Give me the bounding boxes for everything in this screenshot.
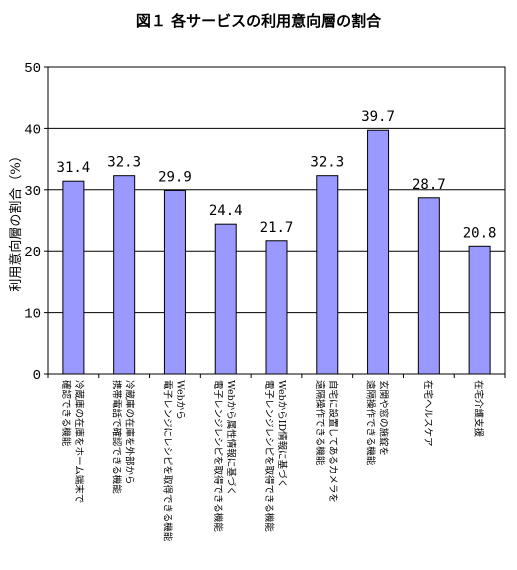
data-label: 28.7 <box>412 177 446 193</box>
category-label-line: WebからID情報に基づく <box>276 380 288 488</box>
category-label-line: 確認できる機能 <box>60 380 72 447</box>
category-label-line: 冷蔵庫の在庫を外部から <box>124 380 136 485</box>
category-label-line: 自宅に設置してあるカメラを <box>327 380 339 503</box>
category-label-line: 遠隔操作できる機能 <box>314 380 326 466</box>
bar <box>316 175 339 375</box>
chart-title: 図１ 各サービスの利用意向層の割合 <box>135 12 382 30</box>
category-label-line: 携帯電話で確認できる機能 <box>111 380 123 494</box>
bar <box>113 175 136 375</box>
category-label-line: 電子レンジにレシピを取得できる機能 <box>161 380 173 542</box>
bar <box>468 245 491 375</box>
category-label-line: Webから属性情報に基づく <box>225 380 237 496</box>
category-label-line: 在宅ヘルスケア <box>422 380 434 447</box>
data-label: 29.9 <box>158 169 192 185</box>
category-label-line: 玄関や窓の施錠を <box>378 380 390 456</box>
data-label: 21.7 <box>260 220 294 236</box>
y-tick-label: 0 <box>33 368 41 384</box>
data-label: 24.4 <box>209 203 243 219</box>
y-tick-label: 20 <box>24 245 41 261</box>
data-label: 39.7 <box>361 109 395 125</box>
category-label-line: 遠隔操作できる機能 <box>365 380 377 466</box>
category-label: 在宅介護支援 <box>473 380 485 438</box>
y-tick-label: 30 <box>24 184 41 200</box>
data-label: 32.3 <box>310 155 344 171</box>
bar <box>214 223 237 375</box>
category-label: 在宅ヘルスケア <box>422 380 434 447</box>
category-label-line: 在宅介護支援 <box>473 380 485 438</box>
data-label: 31.4 <box>57 160 91 176</box>
bar <box>265 240 288 375</box>
category-label-line: Webから <box>174 380 185 420</box>
data-label: 32.3 <box>107 155 141 171</box>
y-tick-label: 10 <box>24 307 41 323</box>
y-tick-label: 50 <box>24 61 41 77</box>
bar <box>417 197 440 375</box>
category-label-line: 電子レンジレシピを取得できる機能 <box>263 380 275 532</box>
category-label-line: 電子レンジレシピを取得できる機能 <box>212 380 224 532</box>
bar <box>163 189 186 375</box>
category-label-line: 冷蔵庫の在庫をホーム端末で <box>73 380 85 503</box>
y-tick-label: 40 <box>24 122 41 138</box>
data-label: 20.8 <box>463 225 497 241</box>
y-axis-label: 利用意向層の割合（%） <box>8 149 24 291</box>
bar <box>367 129 390 375</box>
bar <box>62 180 85 375</box>
